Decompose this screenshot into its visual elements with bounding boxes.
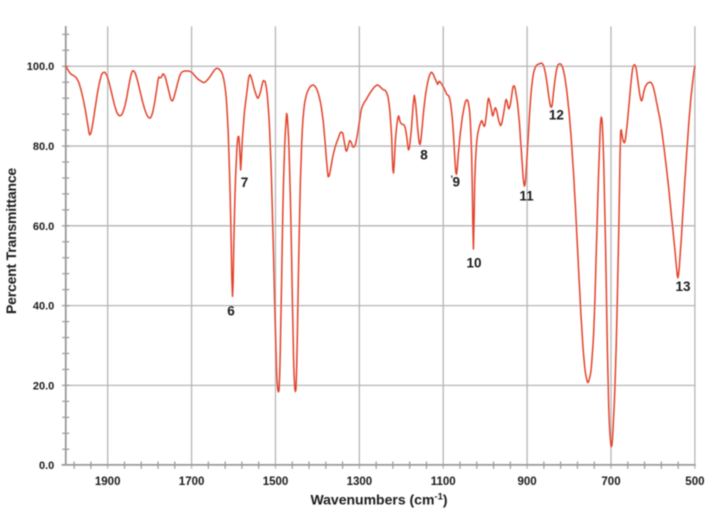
svg-text:1300: 1300 — [347, 476, 373, 488]
svg-text:700: 700 — [601, 476, 620, 488]
svg-text:0.0: 0.0 — [39, 460, 54, 472]
svg-text:60.0: 60.0 — [33, 221, 54, 233]
svg-text:500: 500 — [685, 476, 704, 488]
svg-text:80.0: 80.0 — [33, 141, 54, 153]
svg-text:7: 7 — [241, 175, 249, 190]
svg-text:20.0: 20.0 — [33, 380, 54, 392]
svg-text:100.0: 100.0 — [27, 61, 55, 73]
svg-text:1500: 1500 — [263, 476, 289, 488]
svg-text:6: 6 — [227, 303, 235, 318]
svg-text:Wavenumbers (cm-1): Wavenumbers (cm-1) — [310, 491, 447, 507]
svg-text:1100: 1100 — [431, 476, 456, 488]
svg-text:10: 10 — [466, 256, 481, 271]
svg-text:': ' — [451, 174, 453, 184]
svg-text:1900: 1900 — [95, 476, 121, 488]
svg-text:13: 13 — [675, 279, 691, 294]
svg-text:40.0: 40.0 — [33, 301, 54, 313]
svg-text:900: 900 — [518, 476, 537, 488]
svg-text:11: 11 — [519, 188, 534, 203]
svg-text:9: 9 — [452, 175, 460, 190]
svg-text:1700: 1700 — [179, 476, 205, 488]
svg-text:8: 8 — [420, 148, 428, 163]
svg-text:Percent Transmittance: Percent Transmittance — [3, 168, 19, 314]
svg-text:12: 12 — [549, 107, 564, 122]
